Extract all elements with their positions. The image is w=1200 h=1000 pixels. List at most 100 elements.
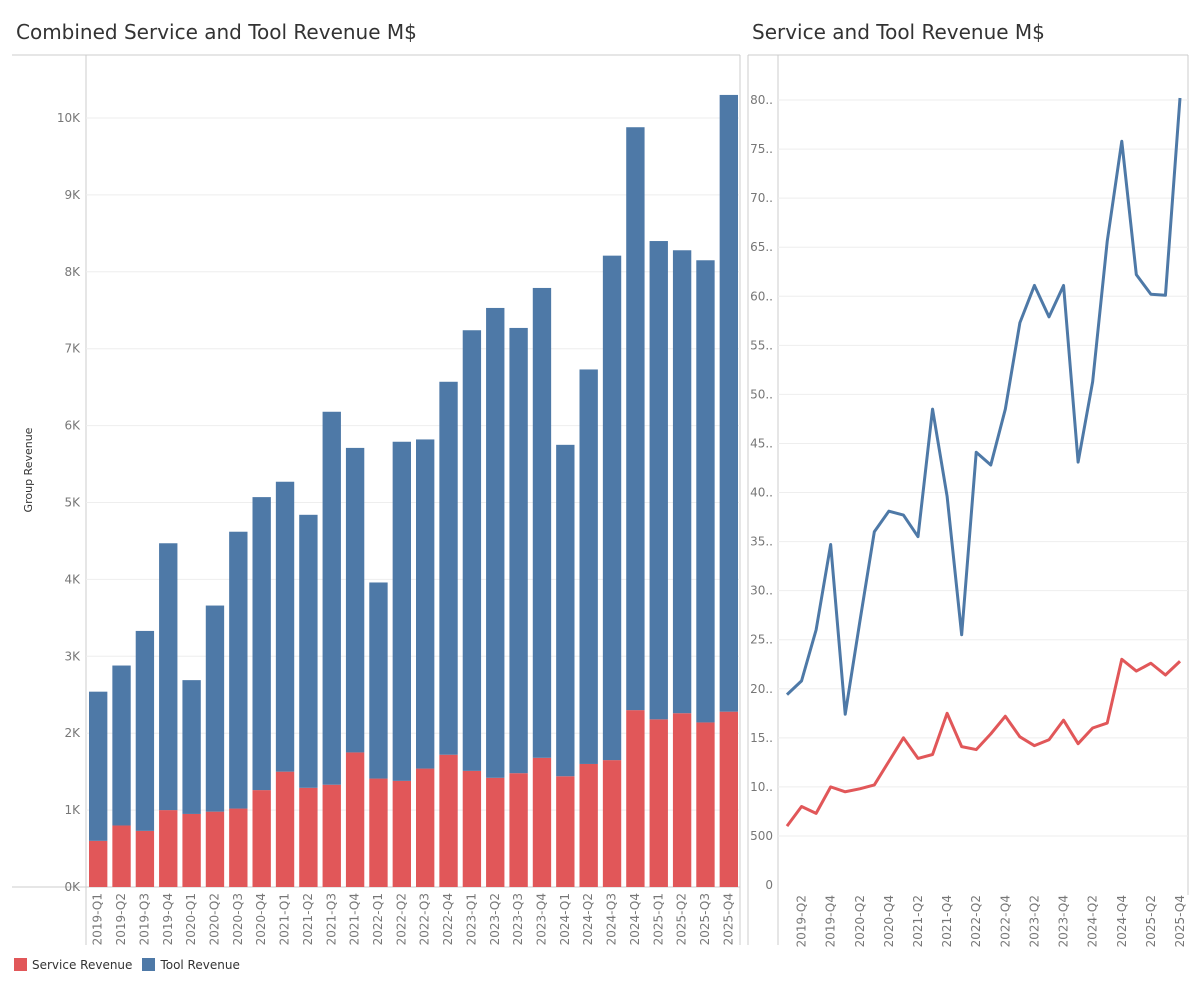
bar-tool-2022-Q4: [439, 381, 458, 755]
x-tick-label: 2022-Q4: [441, 893, 455, 945]
y-tick-label: 9K: [64, 188, 81, 202]
x-tick-label: 2023-Q3: [511, 893, 525, 945]
bar-tool-2020-Q3: [229, 531, 248, 809]
x-tick-label: 2019-Q2: [114, 893, 128, 945]
bar-service-2022-Q3: [416, 768, 435, 887]
x-tick-label: 2022-Q3: [418, 893, 432, 945]
bar-tool-2024-Q4: [626, 127, 645, 711]
bar-tool-2019-Q4: [159, 543, 178, 811]
x-tick-label: 2021-Q1: [278, 893, 292, 945]
y-tick-label: 0: [765, 878, 773, 892]
x-tick-label: 2019-Q2: [795, 895, 809, 947]
y-tick-label: 2K: [64, 726, 81, 740]
x-tick-label: 2021-Q2: [911, 895, 925, 947]
y-tick-label: 6K: [64, 419, 81, 433]
bar-service-2025-Q4: [719, 711, 738, 887]
x-tick-label: 2022-Q1: [371, 893, 385, 945]
bar-tool-2020-Q4: [252, 497, 271, 791]
x-tick-label: 2023-Q4: [534, 893, 548, 945]
x-tick-label: 2024-Q1: [558, 893, 572, 945]
bar-service-2022-Q2: [392, 780, 411, 887]
bar-service-2020-Q1: [182, 813, 201, 887]
x-tick-label: 2019-Q1: [91, 893, 105, 945]
y-tick-label: 10K: [57, 111, 81, 125]
x-tick-label: 2023-Q2: [1027, 895, 1041, 947]
bar-service-2025-Q3: [696, 722, 715, 887]
bar-service-2020-Q3: [229, 808, 248, 887]
x-tick-label: 2025-Q4: [1173, 895, 1187, 947]
x-tick-label: 2025-Q3: [698, 893, 712, 945]
bar-service-2019-Q2: [112, 825, 131, 887]
y-tick-label: 45..: [750, 436, 773, 450]
x-tick-label: 2024-Q4: [628, 893, 642, 945]
x-tick-label: 2021-Q4: [940, 895, 954, 947]
bar-service-2024-Q3: [602, 760, 622, 887]
y-tick-label: 4K: [64, 572, 81, 586]
legend-label: Tool Revenue: [160, 958, 240, 972]
bar-tool-2023-Q1: [462, 330, 482, 771]
x-tick-label: 2021-Q4: [348, 893, 362, 945]
bar-service-2019-Q4: [159, 810, 178, 887]
bar-tool-2021-Q1: [275, 481, 295, 772]
x-tick-label: 2023-Q1: [464, 893, 478, 945]
bar-tool-2025-Q2: [672, 250, 692, 714]
bar-tool-2022-Q1: [369, 582, 388, 779]
bar-tool-2020-Q1: [182, 680, 201, 814]
bar-tool-2025-Q3: [696, 260, 715, 723]
bar-tool-2019-Q1: [89, 691, 108, 841]
bar-tool-2021-Q2: [299, 514, 318, 788]
bar-tool-2025-Q4: [719, 94, 738, 712]
legend-item-tool[interactable]: Tool Revenue: [142, 958, 240, 972]
x-tick-label: 2025-Q2: [675, 893, 689, 945]
bar-service-2021-Q2: [299, 787, 318, 887]
right-chart-title: Service and Tool Revenue M$: [752, 20, 1045, 44]
x-tick-label: 2020-Q3: [231, 893, 245, 945]
bar-tool-2023-Q2: [486, 307, 505, 778]
x-tick-label: 2019-Q3: [137, 893, 151, 945]
y-tick-label: 60..: [750, 289, 773, 303]
x-tick-label: 2020-Q1: [184, 893, 198, 945]
y-tick-label: 1K: [64, 803, 81, 817]
bar-tool-2019-Q2: [112, 665, 131, 826]
bar-service-2025-Q1: [649, 719, 668, 887]
y-tick-label: 80..: [750, 93, 773, 107]
bar-service-2019-Q3: [135, 830, 155, 887]
bar-tool-2019-Q3: [135, 630, 155, 831]
bar-service-2024-Q1: [556, 776, 575, 887]
bar-tool-2023-Q4: [532, 287, 552, 758]
x-tick-label: 2022-Q2: [394, 893, 408, 945]
y-tick-label: 50..: [750, 387, 773, 401]
y-tick-label: 70..: [750, 191, 773, 205]
y-tick-label: 500: [750, 829, 773, 843]
x-tick-label: 2024-Q4: [1115, 895, 1129, 947]
y-tick-label: 40..: [750, 486, 773, 500]
bar-tool-2021-Q3: [322, 411, 341, 785]
y-tick-label: 10..: [750, 780, 773, 794]
bar-tool-2024-Q2: [579, 369, 598, 764]
x-tick-label: 2020-Q4: [882, 895, 896, 947]
bar-service-2023-Q1: [462, 770, 482, 887]
y-tick-label: 65..: [750, 240, 773, 254]
bar-service-2021-Q3: [322, 784, 341, 887]
bar-service-2020-Q2: [205, 811, 225, 887]
x-tick-label: 2019-Q4: [824, 895, 838, 947]
bar-tool-2020-Q2: [205, 605, 225, 812]
legend-item-service[interactable]: Service Revenue: [14, 958, 132, 972]
left-chart-title: Combined Service and Tool Revenue M$: [16, 20, 417, 44]
y-tick-label: 3K: [64, 649, 81, 663]
service-revenue-line: [785, 657, 1182, 828]
x-tick-label: 2025-Q1: [651, 893, 665, 945]
x-tick-label: 2023-Q4: [1057, 895, 1071, 947]
bar-service-2023-Q2: [486, 777, 505, 887]
x-tick-label: 2022-Q4: [998, 895, 1012, 947]
y-tick-label: 7K: [64, 342, 81, 356]
x-tick-label: 2025-Q2: [1144, 895, 1158, 947]
bar-service-2020-Q4: [252, 790, 271, 887]
bar-tool-2021-Q4: [345, 447, 365, 753]
y-tick-label: 15..: [750, 731, 773, 745]
bar-tool-2024-Q1: [556, 444, 575, 777]
y-tick-label: 20..: [750, 682, 773, 696]
y-tick-label: 35..: [750, 535, 773, 549]
legend-label: Service Revenue: [32, 958, 133, 972]
